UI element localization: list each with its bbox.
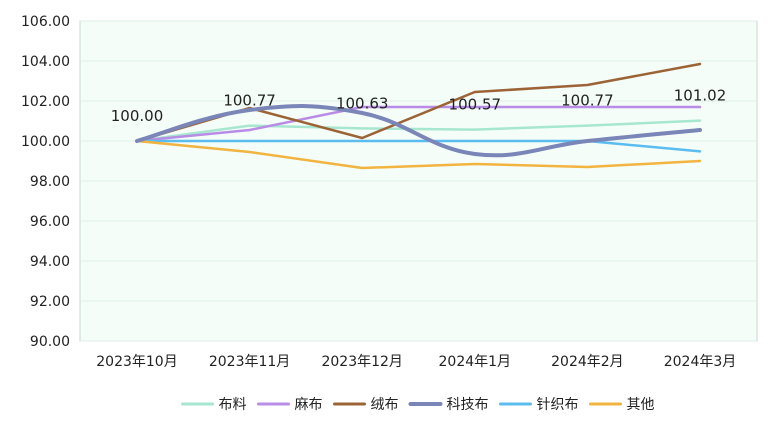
series-line-0 xyxy=(135,119,702,143)
series-lines xyxy=(135,62,702,170)
legend-item: 麻布 xyxy=(257,397,323,413)
y-tick-label: 94.00 xyxy=(30,254,70,270)
x-tick-label: 2024年3月 xyxy=(664,354,737,370)
data-label: 100.00 xyxy=(111,107,164,125)
legend-item: 绒布 xyxy=(333,397,399,413)
series-line-1 xyxy=(135,105,702,143)
x-tick-label: 2024年1月 xyxy=(439,354,512,370)
legend-label: 布料 xyxy=(219,397,247,413)
data-label: 101.02 xyxy=(674,87,727,105)
y-tick-label: 96.00 xyxy=(30,214,70,230)
data-label: 100.77 xyxy=(561,92,614,110)
legend-label: 其他 xyxy=(627,397,655,413)
series-line-4 xyxy=(135,139,702,153)
legend-item: 布料 xyxy=(181,397,247,413)
legend-item: 针织布 xyxy=(499,397,579,413)
data-label: 100.77 xyxy=(223,92,276,110)
legend-label: 麻布 xyxy=(295,397,323,413)
y-tick-label: 104.00 xyxy=(21,54,70,70)
data-label: 100.57 xyxy=(449,96,502,114)
y-tick-label: 90.00 xyxy=(30,334,70,350)
x-axis-ticks: 2023年10月 2023年11月 2023年12月 2024年1月 2024年2月 20… xyxy=(96,354,736,370)
legend-label: 针织布 xyxy=(537,397,579,413)
y-tick-label: 106.00 xyxy=(21,14,70,30)
y-axis-ticks: 90.00 92.00 94.00 96.00 98.00 100.00 102.00 104… xyxy=(21,14,70,350)
legend-item: 其他 xyxy=(589,397,655,413)
legend-label: 科技布 xyxy=(447,397,489,413)
x-tick-label: 2024年2月 xyxy=(551,354,624,370)
legend-label: 绒布 xyxy=(371,397,399,413)
y-tick-label: 102.00 xyxy=(21,94,70,110)
y-tick-label: 100.00 xyxy=(21,134,70,150)
x-tick-label: 2023年10月 xyxy=(96,354,177,370)
data-label: 100.63 xyxy=(336,94,389,112)
series-line-5 xyxy=(135,139,702,170)
data-labels: 100.00 100.77 100.63 100.57 100.77 101.02 xyxy=(111,87,727,125)
y-tick-label: 98.00 xyxy=(30,174,70,190)
y-tick-label: 92.00 xyxy=(30,294,70,310)
legend: 布料 麻布 绒布 科技布 针织布 其他 xyxy=(181,397,655,413)
series-line-3 xyxy=(135,104,702,158)
x-tick-label: 2023年12月 xyxy=(321,354,402,370)
legend-item: 科技布 xyxy=(408,397,489,413)
x-tick-label: 2023年11月 xyxy=(209,354,290,370)
